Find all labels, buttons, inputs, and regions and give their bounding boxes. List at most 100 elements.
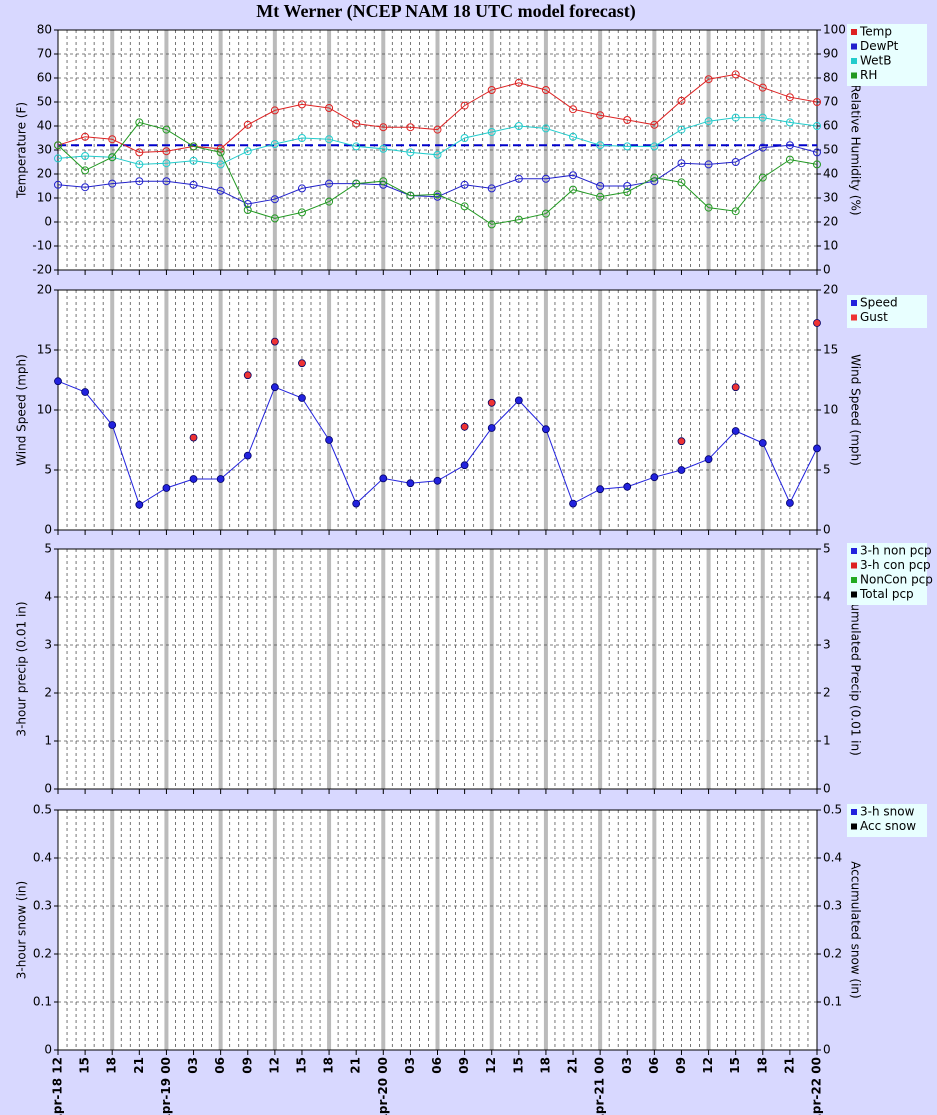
y2-tick-label: 0.2	[823, 947, 842, 961]
data-point	[135, 148, 144, 157]
y2-tick-label: 20	[823, 215, 838, 229]
y2-tick-label: 70	[823, 95, 838, 109]
legend-swatch	[851, 314, 857, 321]
data-point	[813, 122, 821, 130]
data-point	[487, 128, 496, 136]
data-point	[542, 425, 550, 434]
data-point	[704, 160, 713, 169]
data-point	[623, 188, 632, 196]
data-point	[569, 185, 578, 194]
data-point	[297, 208, 306, 217]
y2-tick-label: 30	[823, 191, 838, 205]
data-point	[677, 437, 686, 446]
y-tick-label: 60	[37, 71, 52, 85]
y-tick-label: 5	[44, 463, 52, 477]
data-point	[785, 499, 794, 507]
data-point	[487, 398, 496, 407]
x-tick-label: 12	[701, 1057, 715, 1074]
plot-frame	[57, 29, 818, 271]
data-point	[514, 122, 523, 130]
data-point	[270, 383, 279, 392]
y-tick-label: 10	[37, 403, 52, 417]
data-point	[487, 86, 496, 94]
x-tick-label: 03	[403, 1057, 417, 1074]
y2-tick-label: 0	[823, 523, 831, 537]
data-point	[731, 158, 740, 166]
data-point	[433, 150, 442, 159]
x-tick-label: Apr-21 00	[593, 1057, 607, 1115]
data-point	[569, 171, 578, 180]
data-point	[189, 142, 198, 151]
data-point	[162, 484, 171, 492]
data-point	[81, 166, 90, 175]
data-point	[406, 479, 415, 488]
y2-tick-label: 4	[823, 590, 831, 604]
x-tick-label: Apr-20 00	[376, 1057, 390, 1115]
y-tick-label: 80	[37, 23, 52, 37]
y2-tick-label: 10	[823, 239, 838, 253]
x-tick-label: 09	[457, 1057, 471, 1074]
data-point	[108, 179, 117, 188]
y2-tick-label: 15	[823, 343, 838, 357]
y-tick-label: 4	[44, 590, 52, 604]
data-point	[460, 461, 469, 470]
legend-label: NonCon pcp	[860, 573, 933, 587]
y-tick-label: 0.3	[33, 899, 52, 913]
chart-title: Mt Werner (NCEP NAM 18 UTC model forecas…	[256, 1, 635, 22]
data-point	[352, 142, 361, 151]
data-point	[243, 200, 252, 208]
data-point	[162, 125, 171, 134]
data-point	[189, 433, 198, 442]
data-point	[541, 124, 550, 133]
y-axis-label: 3-hour snow (in)	[15, 881, 29, 979]
data-point	[623, 116, 632, 124]
x-tick-label: 15	[728, 1057, 742, 1074]
data-point	[379, 177, 388, 186]
data-point	[731, 113, 740, 122]
x-tick-label: 03	[186, 1057, 200, 1074]
y-tick-label: 10	[37, 191, 52, 205]
plot-frame	[57, 289, 818, 531]
y2-tick-label: 2	[823, 686, 831, 700]
x-tick-label: 12	[484, 1057, 498, 1074]
data-point	[379, 144, 388, 153]
series-line	[57, 121, 818, 225]
legend-swatch	[851, 809, 857, 815]
x-tick-label: 06	[430, 1057, 444, 1074]
data-point	[731, 427, 740, 435]
y-axis-label: Wind Speed (mph)	[15, 354, 29, 466]
data-point	[54, 180, 62, 189]
data-point	[650, 473, 659, 482]
data-point	[298, 359, 306, 368]
data-point	[813, 148, 821, 157]
data-point	[243, 120, 252, 129]
series-line	[57, 73, 818, 153]
data-point	[704, 203, 713, 212]
x-tick-label: 09	[240, 1057, 254, 1074]
data-point	[487, 424, 496, 432]
data-point	[162, 147, 171, 156]
x-tick-label: 09	[674, 1057, 688, 1074]
y2-tick-label: 100	[823, 23, 846, 37]
legend-swatch	[851, 58, 857, 64]
data-point	[270, 337, 279, 346]
data-point	[460, 202, 469, 211]
data-point	[704, 455, 713, 464]
data-point	[325, 135, 334, 144]
data-point	[243, 371, 252, 380]
data-point	[189, 475, 198, 483]
plot-frame	[57, 809, 818, 1051]
y-tick-label: 0	[44, 1043, 52, 1057]
x-tick-label: 21	[349, 1057, 363, 1074]
y2-tick-label: 3	[823, 638, 831, 652]
x-tick-label: Apr-18 12	[51, 1057, 65, 1115]
data-point	[162, 159, 171, 168]
y2-tick-label: 5	[823, 542, 831, 556]
data-point	[514, 215, 523, 224]
x-tick-label: 12	[267, 1057, 281, 1074]
data-point	[352, 179, 361, 188]
data-point	[433, 192, 442, 201]
data-point	[243, 147, 252, 156]
data-point	[813, 319, 821, 327]
data-point	[406, 148, 415, 157]
